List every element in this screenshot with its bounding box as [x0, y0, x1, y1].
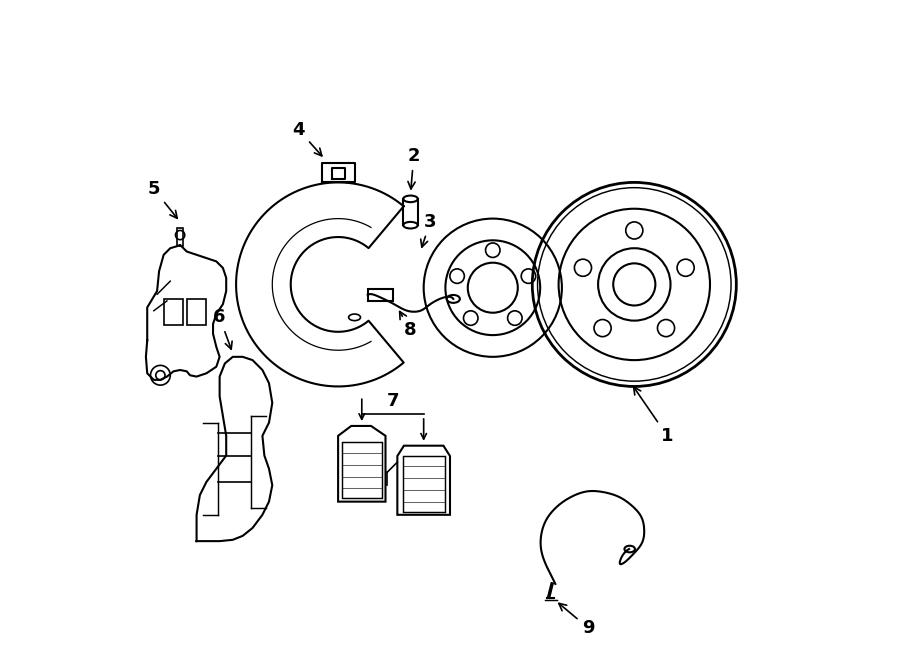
Text: 7: 7 — [386, 392, 399, 410]
Text: 5: 5 — [148, 180, 177, 218]
Text: 4: 4 — [292, 121, 322, 156]
Text: 2: 2 — [408, 147, 420, 189]
Text: 9: 9 — [559, 603, 595, 637]
Text: 3: 3 — [420, 213, 436, 247]
Text: 6: 6 — [213, 308, 232, 349]
Text: 8: 8 — [400, 311, 417, 340]
Text: 1: 1 — [634, 387, 673, 445]
